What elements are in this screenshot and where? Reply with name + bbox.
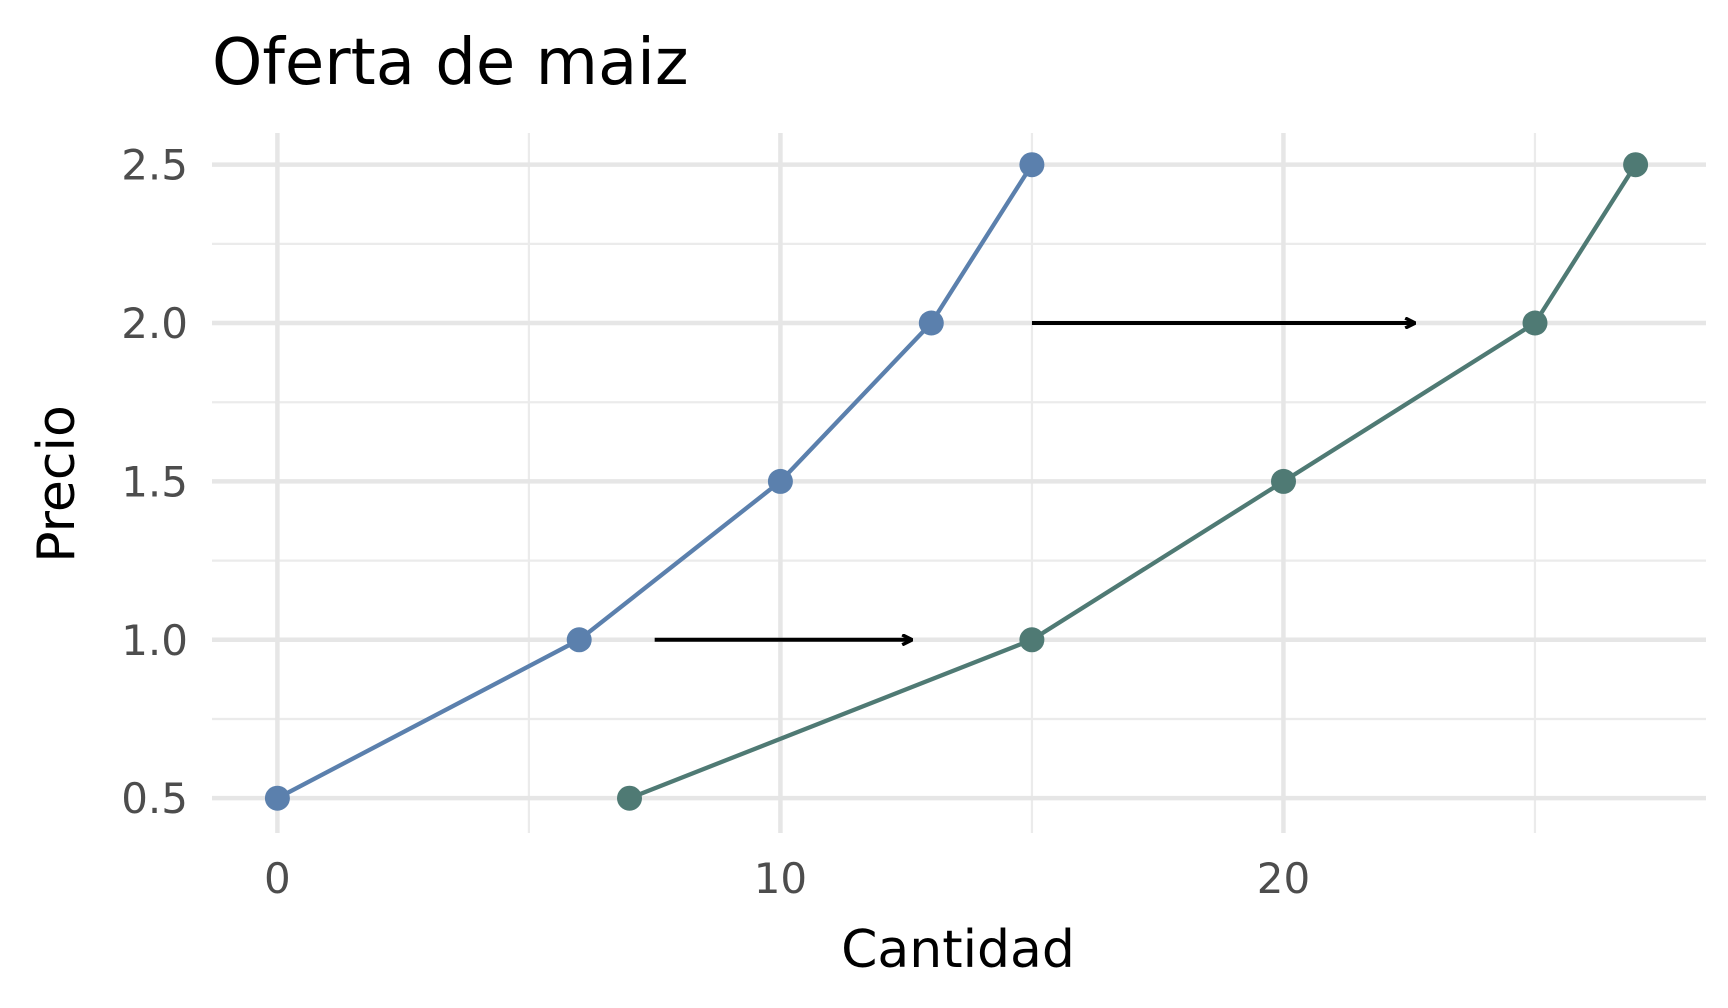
data-point-series-2-5 xyxy=(1623,152,1649,178)
grid xyxy=(212,133,1706,833)
y-tick-label: 1.5 xyxy=(121,457,188,506)
data-point-series-2-4 xyxy=(1522,310,1548,336)
data-point-series-1-1 xyxy=(264,785,290,811)
data-point-series-1-3 xyxy=(767,468,793,494)
y-tick-label: 2.0 xyxy=(121,299,188,348)
data-point-series-2-3 xyxy=(1271,468,1296,494)
x-axis-title: Cantidad xyxy=(841,920,1075,980)
x-tick-label: 10 xyxy=(754,854,807,903)
chart-title: Oferta de maiz xyxy=(212,26,689,100)
data-point-series-2-1 xyxy=(617,785,642,811)
y-tick-label: 0.5 xyxy=(121,774,188,823)
y-tick-label: 1.0 xyxy=(121,616,188,665)
shift-arrows xyxy=(654,323,1415,640)
data-point-series-1-5 xyxy=(1019,152,1045,178)
x-tick-label: 0 xyxy=(264,854,291,903)
tick-labels: 0.5 1.0 1.5 2.0 2.5 0 10 20 xyxy=(121,141,1310,903)
data-point-series-1-2 xyxy=(566,627,592,653)
data-points xyxy=(264,152,1649,811)
data-point-series-1-4 xyxy=(918,310,944,336)
data-point-series-2-2 xyxy=(1019,627,1045,653)
y-axis-title: Precio xyxy=(27,405,87,563)
y-tick-label: 2.5 xyxy=(121,141,188,190)
x-tick-label: 20 xyxy=(1257,854,1310,903)
